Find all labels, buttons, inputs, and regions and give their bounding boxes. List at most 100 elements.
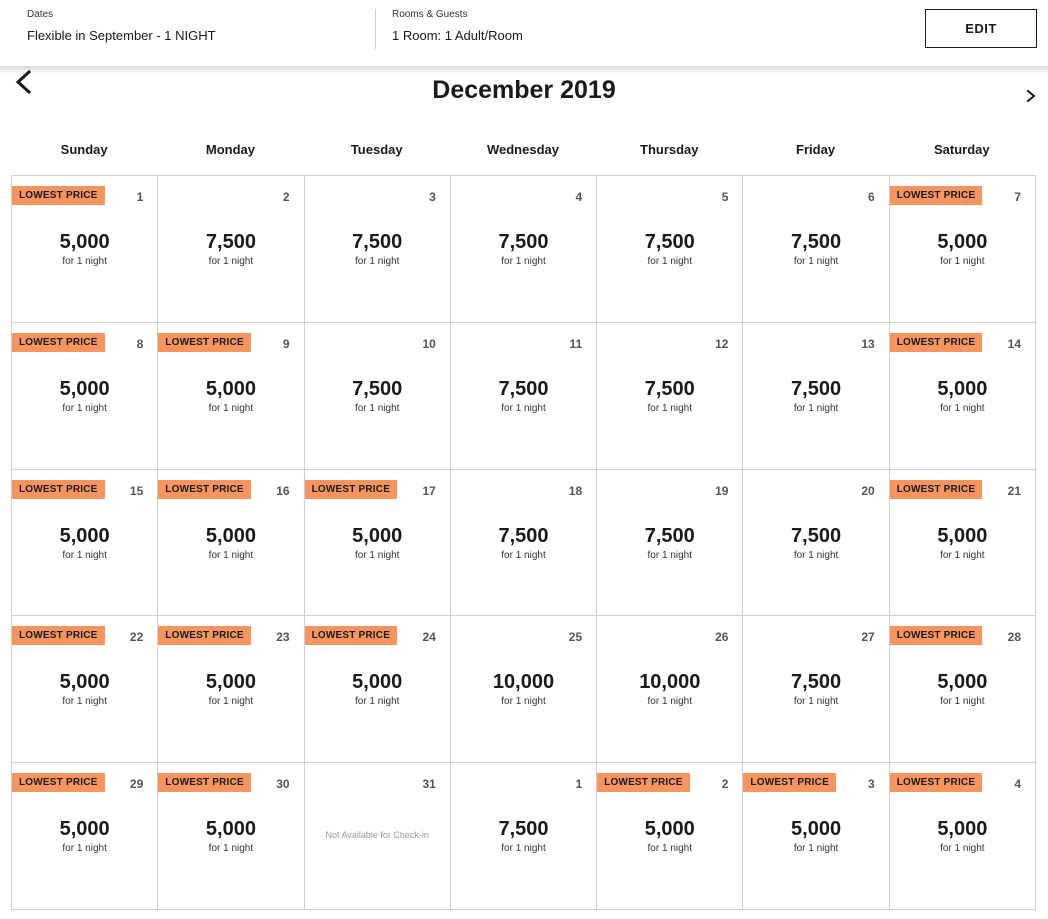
night-label: for 1 night: [354, 696, 400, 708]
calendar-day-cell[interactable]: LOWEST PRICE 24 5,000 for 1 night: [304, 616, 451, 764]
price-points: 7,500: [205, 231, 256, 253]
day-number: 13: [861, 336, 875, 351]
weekday-thursday: Thursday: [640, 142, 699, 157]
price-points: 5,000: [205, 377, 256, 400]
price-points: 5,000: [937, 524, 988, 547]
calendar-day-cell[interactable]: LOWEST PRICE 30 5,000 for 1 night: [158, 763, 305, 910]
price-points: 5,000: [352, 671, 403, 694]
day-number: 4: [575, 190, 583, 204]
calendar-day-cell[interactable]: LOWEST PRICE 17 5,000 for 1 night: [304, 469, 451, 617]
calendar-day-cell[interactable]: 19 7,500 for 1 night: [597, 469, 744, 617]
calendar-day-cell[interactable]: LOWEST PRICE 8 5,000 for 1 night: [12, 322, 159, 470]
price-points: 7,500: [791, 524, 842, 547]
calendar-day-cell[interactable]: LOWEST PRICE 15 5,000 for 1 night: [12, 469, 159, 617]
weekday-header: Sunday Monday Tuesday Wednesday Thursday…: [11, 142, 1035, 162]
price-points: 5,000: [937, 671, 988, 694]
calendar-day-cell[interactable]: LOWEST PRICE 21 5,000 for 1 night: [889, 469, 1036, 617]
calendar-day-cell[interactable]: 10 7,500 for 1 night: [304, 322, 451, 470]
lowest-price-badge: LOWEST PRICE: [158, 332, 251, 352]
chevron-left-icon: [15, 69, 32, 95]
price-points: 5,000: [59, 377, 110, 400]
night-label: for 1 night: [647, 549, 693, 561]
calendar-day-cell[interactable]: 20 7,500 for 1 night: [743, 469, 890, 617]
price-points: 5,000: [205, 524, 256, 547]
calendar-day-cell[interactable]: 11 7,500 for 1 night: [450, 322, 598, 470]
calendar-day-cell[interactable]: 12 7,500 for 1 night: [597, 322, 744, 470]
day-number: 28: [1007, 630, 1021, 645]
day-number: 6: [868, 190, 875, 204]
price-points: 5,000: [205, 818, 256, 841]
calendar-day-cell[interactable]: 3 7,500 for 1 night: [304, 176, 451, 323]
day-number: 14: [1007, 336, 1021, 351]
day-number: 18: [568, 483, 583, 498]
lowest-price-badge: LOWEST PRICE: [597, 773, 690, 793]
calendar-day-cell[interactable]: LOWEST PRICE 14 5,000 for 1 night: [889, 322, 1036, 470]
day-number: 5: [721, 190, 729, 204]
price-points: 5,000: [205, 671, 256, 694]
price-points: 10,000: [492, 671, 555, 694]
dates-field[interactable]: Dates Flexible in September - 1 NIGHT: [27, 9, 216, 43]
calendar-day-cell[interactable]: 6 7,500 for 1 night: [743, 176, 890, 323]
day-number: 12: [715, 336, 729, 351]
day-number: 2: [721, 777, 729, 792]
price-points: 7,500: [498, 524, 549, 547]
weekday-monday: Monday: [205, 142, 255, 157]
lowest-price-badge: LOWEST PRICE: [158, 626, 251, 646]
night-label: for 1 night: [501, 402, 546, 414]
day-number: 26: [715, 630, 729, 645]
lowest-price-badge: LOWEST PRICE: [12, 773, 105, 793]
lowest-price-badge: LOWEST PRICE: [743, 773, 836, 793]
night-label: for 1 night: [940, 402, 985, 414]
weekday-friday: Friday: [796, 142, 836, 157]
calendar-day-cell[interactable]: LOWEST PRICE 22 5,000 for 1 night: [12, 616, 159, 764]
price-points: 5,000: [352, 524, 403, 547]
calendar-day-cell[interactable]: 25 10,000 for 1 night: [450, 616, 598, 764]
calendar-day-cell[interactable]: LOWEST PRICE 3 5,000 for 1 night: [743, 763, 890, 910]
calendar-day-cell[interactable]: LOWEST PRICE 29 5,000 for 1 night: [12, 763, 159, 910]
lowest-price-badge: LOWEST PRICE: [12, 479, 105, 499]
next-month-button[interactable]: [1024, 88, 1038, 104]
calendar-day-cell[interactable]: LOWEST PRICE 16 5,000 for 1 night: [158, 469, 305, 617]
price-points: 5,000: [59, 671, 110, 694]
edit-button[interactable]: EDIT: [925, 9, 1037, 48]
calendar-day-cell[interactable]: 1 7,500 for 1 night: [450, 763, 598, 910]
price-points: 5,000: [59, 231, 110, 253]
calendar-day-cell[interactable]: LOWEST PRICE 1 5,000 for 1 night: [12, 176, 159, 323]
lowest-price-badge: LOWEST PRICE: [889, 186, 983, 205]
calendar-day-cell[interactable]: 2 7,500 for 1 night: [158, 176, 305, 323]
not-available-text: Not Available for Check-in: [325, 830, 429, 841]
lowest-price-badge: LOWEST PRICE: [304, 626, 398, 646]
calendar-day-cell[interactable]: LOWEST PRICE 23 5,000 for 1 night: [158, 616, 305, 764]
price-points: 5,000: [937, 231, 988, 253]
calendar-day-cell[interactable]: 5 7,500 for 1 night: [597, 176, 744, 323]
price-points: 7,500: [498, 231, 549, 253]
calendar-day-cell[interactable]: LOWEST PRICE 7 5,000 for 1 night: [889, 176, 1036, 323]
price-points: 7,500: [791, 231, 842, 253]
calendar-day-cell[interactable]: LOWEST PRICE 28 5,000 for 1 night: [889, 616, 1036, 764]
calendar-day-cell[interactable]: LOWEST PRICE 4 5,000 for 1 night: [889, 763, 1036, 910]
calendar-day-cell[interactable]: LOWEST PRICE 2 5,000 for 1 night: [597, 763, 744, 910]
calendar-day-cell[interactable]: 27 7,500 for 1 night: [743, 616, 890, 764]
calendar-day-cell[interactable]: 4 7,500 for 1 night: [450, 176, 598, 323]
calendar-day-cell[interactable]: 18 7,500 for 1 night: [450, 469, 598, 617]
day-number: 15: [129, 483, 144, 498]
calendar-day-cell[interactable]: 26 10,000 for 1 night: [597, 616, 744, 764]
price-points: 7,500: [644, 231, 695, 253]
calendar-day-cell[interactable]: LOWEST PRICE 9 5,000 for 1 night: [158, 322, 305, 470]
rooms-guests-field[interactable]: Rooms & Guests 1 Room: 1 Adult/Room: [392, 9, 523, 43]
day-number: 27: [861, 630, 875, 645]
night-label: for 1 night: [647, 696, 693, 708]
weekday-sunday: Sunday: [60, 142, 108, 157]
lowest-price-badge: LOWEST PRICE: [158, 479, 251, 499]
night-label: for 1 night: [940, 549, 985, 561]
calendar-grid: LOWEST PRICE 1 5,000 for 1 night 2 7,500 for 1…: [11, 175, 1036, 910]
night-label: for 1 night: [940, 256, 985, 267]
lowest-price-badge: LOWEST PRICE: [158, 773, 251, 793]
night-label: for 1 night: [62, 402, 107, 414]
day-number: 3: [868, 777, 875, 792]
calendar-day-cell[interactable]: 13 7,500 for 1 night: [743, 322, 890, 470]
night-label: for 1 night: [793, 843, 839, 855]
previous-month-button[interactable]: [12, 68, 36, 98]
price-points: 7,500: [644, 524, 695, 547]
day-number: 1: [136, 190, 144, 204]
